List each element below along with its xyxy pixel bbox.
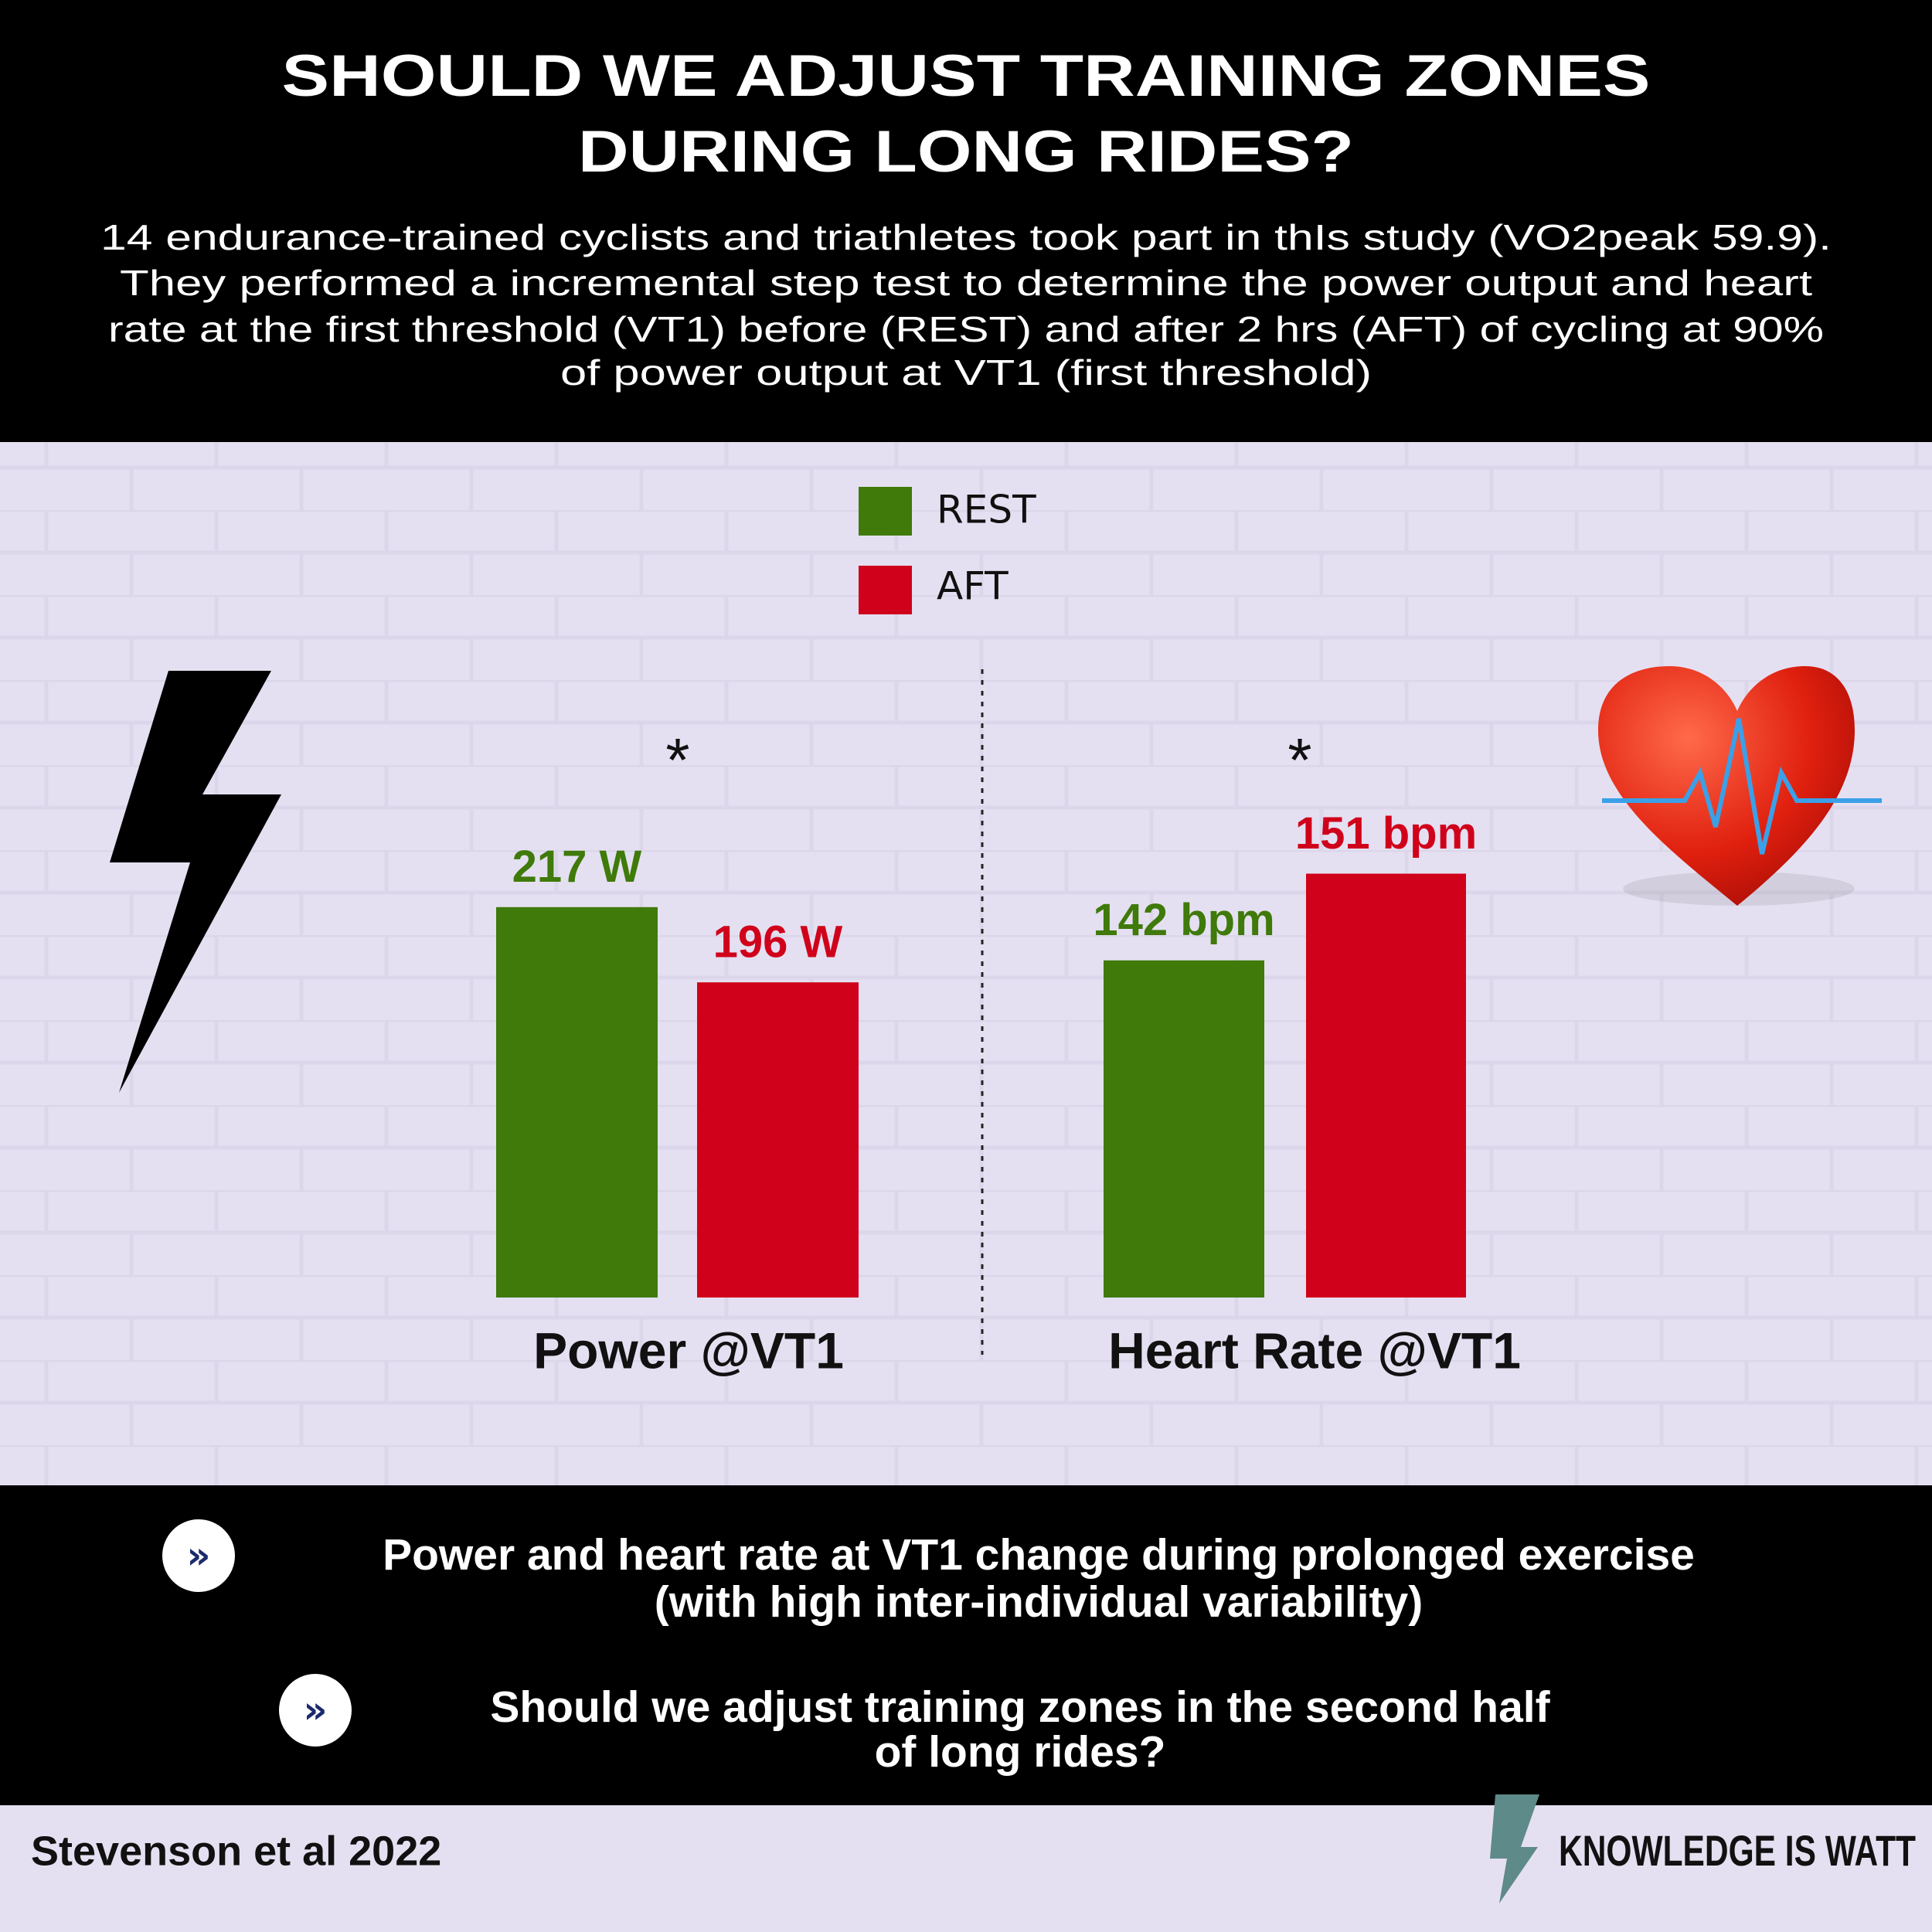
bullet-glyph: »	[303, 1689, 327, 1732]
title: DURING LONG RIDES?	[578, 119, 1354, 185]
findings-band	[0, 1485, 1932, 1805]
value-label: 142 bpm	[1093, 895, 1274, 945]
finding-text: Should we adjust training zones in the s…	[490, 1682, 1550, 1732]
subtitle: They performed a incremental step test t…	[120, 263, 1812, 303]
legend: REST AFT	[859, 487, 1036, 614]
bullet-glyph: »	[186, 1534, 210, 1577]
bar	[496, 906, 658, 1298]
value-label: 151 bpm	[1295, 808, 1477, 859]
chart-background	[0, 442, 1932, 1485]
bar	[697, 982, 859, 1298]
brand-logo	[1490, 1794, 1539, 1903]
header-band	[0, 0, 1932, 442]
brand-name: KNOWLEDGE IS WATT	[1559, 1826, 1916, 1875]
bar	[1306, 873, 1466, 1298]
title: SHOULD WE ADJUST TRAINING ZONES	[282, 43, 1651, 109]
bullet-icon	[279, 1674, 352, 1747]
subtitle: 14 endurance-trained cyclists and triath…	[100, 217, 1832, 257]
value-label: 196 W	[713, 917, 843, 967]
subtitle: of power output at VT1 (first threshold)	[560, 352, 1372, 393]
bullet-icon	[162, 1519, 235, 1592]
chart-label: Heart Rate @VT1	[1108, 1321, 1521, 1379]
subtitle: rate at the first threshold (VT1) before…	[108, 309, 1824, 349]
finding-text: (with high inter-individual variability)	[655, 1577, 1423, 1627]
citation: Stevenson et al 2022	[31, 1828, 441, 1874]
finding-text: of long rides?	[875, 1727, 1166, 1777]
significance-mark: *	[665, 726, 689, 794]
value-label: 217 W	[512, 842, 642, 892]
footer-band	[0, 1805, 1932, 1932]
legend-label: REST	[937, 488, 1036, 532]
legend-swatch	[859, 566, 912, 614]
significance-mark: *	[1287, 726, 1311, 794]
chart-label: Power @VT1	[533, 1321, 844, 1379]
legend-swatch	[859, 487, 912, 536]
legend-label: AFT	[937, 564, 1009, 609]
finding-text: Power and heart rate at VT1 change durin…	[383, 1530, 1695, 1580]
lightning-icon	[110, 671, 281, 1093]
bar	[1104, 960, 1264, 1298]
heart-icon	[1598, 666, 1882, 906]
